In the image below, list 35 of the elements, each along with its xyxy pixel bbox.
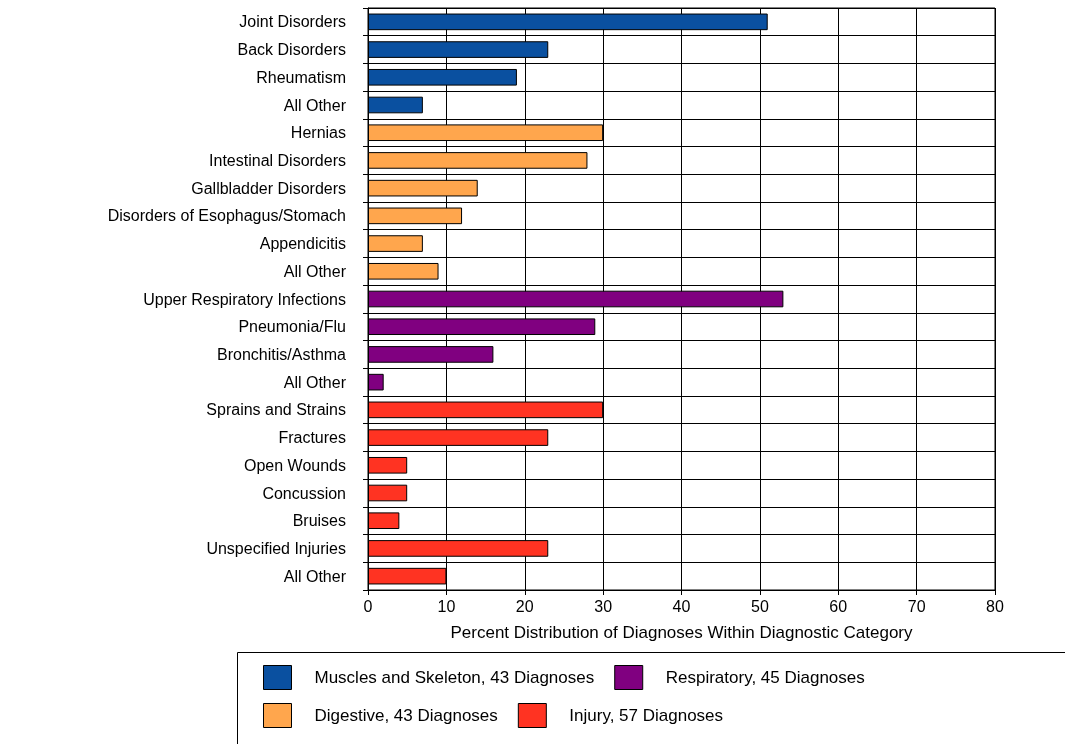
y-tick-label: Disorders of Esophagus/Stomach <box>107 207 346 225</box>
legend-label: Injury, 57 Diagnoses <box>569 706 724 725</box>
legend-label: Respiratory, 45 Diagnoses <box>665 668 865 687</box>
y-tick-label: Hernias <box>290 124 346 142</box>
y-tick-label: Rheumatism <box>256 68 346 86</box>
y-tick-label: Sprains and Strains <box>206 401 346 419</box>
y-tick-label: All Other <box>283 373 347 391</box>
legend-label: Digestive, 43 Diagnoses <box>314 706 498 725</box>
y-tick-label: Joint Disorders <box>239 13 346 31</box>
y-tick-label: Pneumonia/Flu <box>238 318 346 336</box>
legend-label: Muscles and Skeleton, 43 Diagnoses <box>314 668 595 687</box>
y-tick-label: All Other <box>283 567 347 585</box>
x-tick-label: 70 <box>907 597 926 615</box>
x-tick-label: 60 <box>829 597 848 615</box>
y-tick-label: Fractures <box>278 429 346 447</box>
x-tick-label: 30 <box>594 597 613 615</box>
y-tick-label: Concussion <box>262 484 346 502</box>
y-tick-label: Upper Respiratory Infections <box>143 290 346 308</box>
y-tick-label: Open Wounds <box>244 456 346 474</box>
y-tick-label: Intestinal Disorders <box>209 151 346 169</box>
x-axis-title: Percent Distribution of Diagnoses Within Diagnostic Category <box>450 623 914 642</box>
x-tick-label: 80 <box>986 597 1004 615</box>
x-tick-label: 50 <box>750 597 769 615</box>
x-tick-label: 20 <box>515 597 534 615</box>
x-tick-label: 10 <box>437 597 456 615</box>
y-tick-label: All Other <box>283 96 347 114</box>
x-tick-label: 40 <box>672 597 691 615</box>
y-tick-label: Appendicitis <box>259 235 346 253</box>
y-tick-label: Back Disorders <box>237 41 346 59</box>
y-tick-label: All Other <box>283 262 347 280</box>
y-tick-label: Gallbladder Disorders <box>191 179 346 197</box>
x-tick-label: 0 <box>363 597 373 615</box>
y-tick-label: Unspecified Injuries <box>206 539 346 557</box>
y-tick-label: Bronchitis/Asthma <box>217 345 347 363</box>
y-tick-label: Bruises <box>292 512 346 530</box>
